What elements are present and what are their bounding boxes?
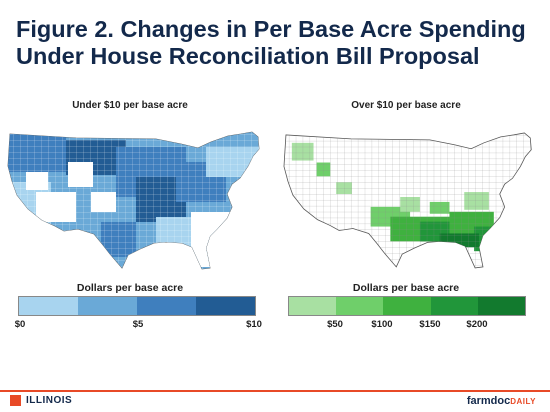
left-map-subtitle: Under $10 per base acre <box>72 100 188 111</box>
figure-title: Figure 2. Changes in Per Base Acre Spend… <box>16 16 526 69</box>
right-tick-50: $50 <box>327 319 343 330</box>
right-legend-swatch-3 <box>383 297 431 315</box>
right-tick-100: $100 <box>371 319 393 330</box>
left-us-county-map <box>7 131 260 270</box>
right-us-county-map <box>283 132 532 269</box>
illinois-i-mark-icon <box>10 395 21 406</box>
left-legend-swatch-3 <box>137 297 196 315</box>
left-legend-swatch-2 <box>78 297 137 315</box>
right-legend-swatch-5 <box>477 297 526 315</box>
left-legend-colorbar <box>18 296 256 316</box>
left-legend-swatch-1 <box>19 297 78 315</box>
right-tick-150: $150 <box>419 319 441 330</box>
farmdoc-daily-logo: farmdocDAILY <box>467 395 536 407</box>
left-map-county-fills <box>8 132 259 269</box>
right-legend-swatch-2 <box>336 297 384 315</box>
left-legend-title: Dollars per base acre <box>76 282 184 294</box>
illinois-logo: ILLINOIS <box>10 395 72 406</box>
right-legend-colorbar <box>288 296 526 316</box>
farmdoc-wordmark: farmdoc <box>466 395 511 407</box>
right-map-subtitle: Over $10 per base acre <box>351 100 461 111</box>
left-tick-0: $0 <box>14 319 26 330</box>
left-legend-swatch-4 <box>196 297 255 315</box>
left-tick-10: $10 <box>246 319 262 330</box>
right-map-county-fills <box>283 132 532 268</box>
right-legend-swatch-1 <box>289 297 337 315</box>
left-tick-5: $5 <box>132 319 144 330</box>
footer-divider <box>0 390 550 392</box>
illinois-wordmark: ILLINOIS <box>26 395 73 406</box>
right-tick-200: $200 <box>466 319 488 330</box>
right-legend-title: Dollars per base acre <box>352 282 460 294</box>
farmdoc-daily-suffix: DAILY <box>510 397 536 406</box>
right-legend-swatch-4 <box>430 297 478 315</box>
